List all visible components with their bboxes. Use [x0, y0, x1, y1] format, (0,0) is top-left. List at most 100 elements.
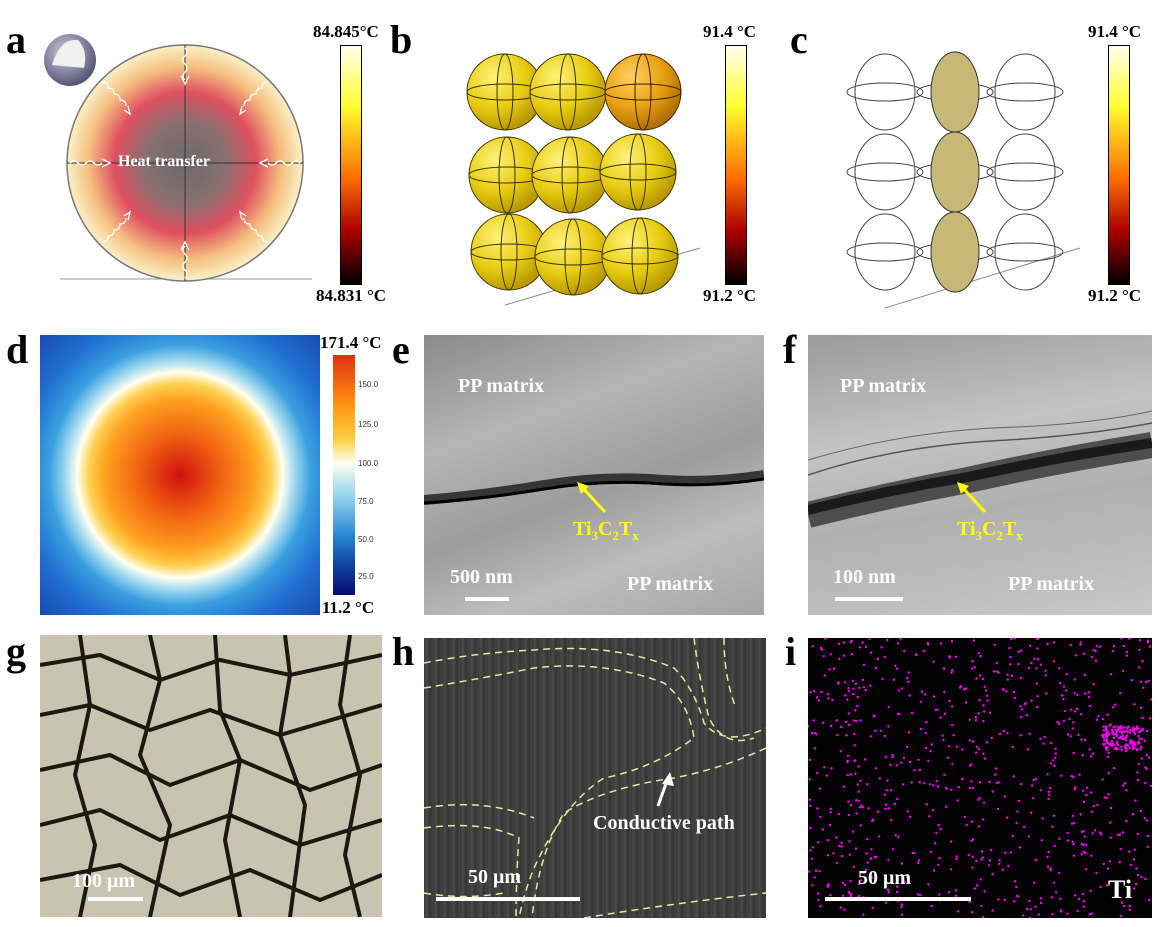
ti-signal-dot: [932, 660, 935, 663]
ti-signal-dot: [1138, 737, 1141, 740]
ti-signal-dot: [927, 883, 930, 886]
ti-signal-dot: [895, 764, 898, 767]
ti-signal-dot: [1098, 831, 1102, 834]
ti-signal-dot: [928, 815, 931, 818]
ti-signal-dot: [1130, 741, 1134, 745]
ti-signal-dot: [1072, 854, 1076, 857]
ti-signal-dot: [873, 855, 877, 859]
ti-signal-dot: [996, 807, 1000, 811]
ti-signal-dot: [907, 731, 911, 734]
ti-signal-dot: [1145, 819, 1149, 822]
ti-signal-dot: [884, 807, 887, 811]
ti-signal-dot: [883, 734, 886, 738]
ti-signal-dot: [1081, 754, 1084, 757]
ti-signal-dot: [1019, 649, 1022, 652]
ti-signal-dot: [932, 784, 935, 787]
ti-signal-dot: [839, 725, 843, 729]
ti-signal-dot: [1041, 817, 1044, 820]
ti-signal-dot: [1036, 647, 1039, 650]
ti-signal-dot: [1126, 730, 1130, 734]
ti-signal-dot: [1105, 796, 1109, 800]
ti-signal-dot: [1085, 868, 1088, 871]
ti-signal-dot: [1120, 901, 1123, 904]
ti-signal-dot: [974, 719, 978, 722]
ti-signal-dot: [1123, 726, 1126, 729]
ti-signal-dot: [1133, 733, 1137, 736]
ti-signal-dot: [951, 669, 954, 672]
pp-matrix-label-bottom: PP matrix: [1008, 573, 1095, 595]
ti-signal-dot: [1143, 739, 1146, 742]
ti-signal-dot: [983, 757, 987, 760]
ti-signal-dot: [995, 661, 998, 665]
ti-signal-dot: [1032, 778, 1035, 782]
ti-signal-dot: [1111, 739, 1114, 743]
ti-signal-dot: [973, 887, 976, 890]
ti-signal-dot: [1102, 725, 1105, 728]
ti-signal-dot: [1090, 791, 1093, 794]
ti-signal-dot: [857, 790, 860, 793]
ti-signal-dot: [930, 904, 933, 908]
ti-signal-dot: [929, 783, 932, 786]
ti-signal-dot: [907, 671, 910, 674]
ti-signal-dot: [1017, 650, 1020, 654]
heat-flow-arrows: [69, 47, 301, 279]
ti-signal-dot: [894, 664, 897, 667]
ti-signal-dot: [979, 674, 982, 677]
ti-signal-dot: [906, 876, 909, 879]
panel-b-sphere-array: [466, 53, 701, 306]
ti-signal-dot: [848, 723, 851, 727]
ti-signal-dot: [1091, 810, 1094, 813]
ti-signal-dot: [1028, 899, 1031, 903]
ti-signal-dot: [973, 665, 976, 669]
ti-signal-dot: [891, 755, 894, 759]
ti-signal-dot: [809, 804, 812, 807]
ti-signal-dot: [827, 697, 830, 700]
ti-signal-dot: [848, 892, 852, 896]
ti-signal-dot: [1013, 880, 1017, 883]
ti-signal-dot: [881, 677, 884, 680]
ti-signal-dot: [859, 824, 862, 827]
ti-signal-dot: [1091, 832, 1094, 835]
ti-signal-dot: [808, 758, 812, 762]
ti-signal-dot: [1084, 692, 1087, 695]
ti-signal-dot: [1054, 747, 1057, 750]
ti-signal-dot: [1051, 825, 1054, 828]
ti-signal-dot: [1079, 813, 1082, 816]
ti-signal-dot: [852, 865, 856, 868]
ti-signal-dot: [925, 721, 928, 724]
ti-signal-dot: [980, 850, 984, 853]
ti-signal-dot: [1054, 752, 1057, 755]
ti-signal-dot: [891, 878, 894, 881]
ti-signal-dot: [896, 642, 900, 645]
ti-signal-dot: [1114, 728, 1117, 731]
ti-signal-dot: [1141, 728, 1144, 732]
ti-signal-dot: [1082, 905, 1085, 908]
ti-signal-dot: [1031, 797, 1035, 800]
ti-signal-dot: [1095, 645, 1098, 648]
ti-signal-dot: [896, 797, 899, 801]
ti-signal-dot: [1076, 909, 1079, 913]
ti-signal-dot: [839, 906, 843, 909]
colorbar-a-max: 84.845°C: [313, 22, 379, 41]
ti-signal-dot: [1081, 789, 1085, 792]
ti-signal-dot: [1128, 731, 1132, 734]
ti-signal-dot: [1103, 739, 1106, 742]
ti-signal-dot: [988, 711, 992, 714]
ti-signal-dot: [1119, 692, 1122, 695]
ti-signal-dot: [1117, 725, 1120, 728]
ti-signal-dot: [1148, 898, 1151, 902]
ti-signal-dot: [913, 769, 916, 772]
ti-signal-dot: [961, 777, 964, 781]
ti-signal-dot: [1114, 732, 1117, 735]
ti-signal-dot: [861, 678, 865, 682]
ti-signal-dot: [1107, 772, 1110, 775]
ti-signal-dot: [1136, 771, 1139, 774]
ti-signal-dot: [1104, 727, 1107, 731]
ti-signal-dot: [961, 748, 964, 751]
ti-signal-dot: [979, 654, 982, 658]
ti-signal-dot: [897, 689, 901, 692]
ti-signal-dot: [813, 689, 816, 693]
ti-signal-dot: [1053, 881, 1056, 884]
ti-signal-dot: [869, 735, 873, 738]
ti-signal-dot: [849, 880, 852, 883]
